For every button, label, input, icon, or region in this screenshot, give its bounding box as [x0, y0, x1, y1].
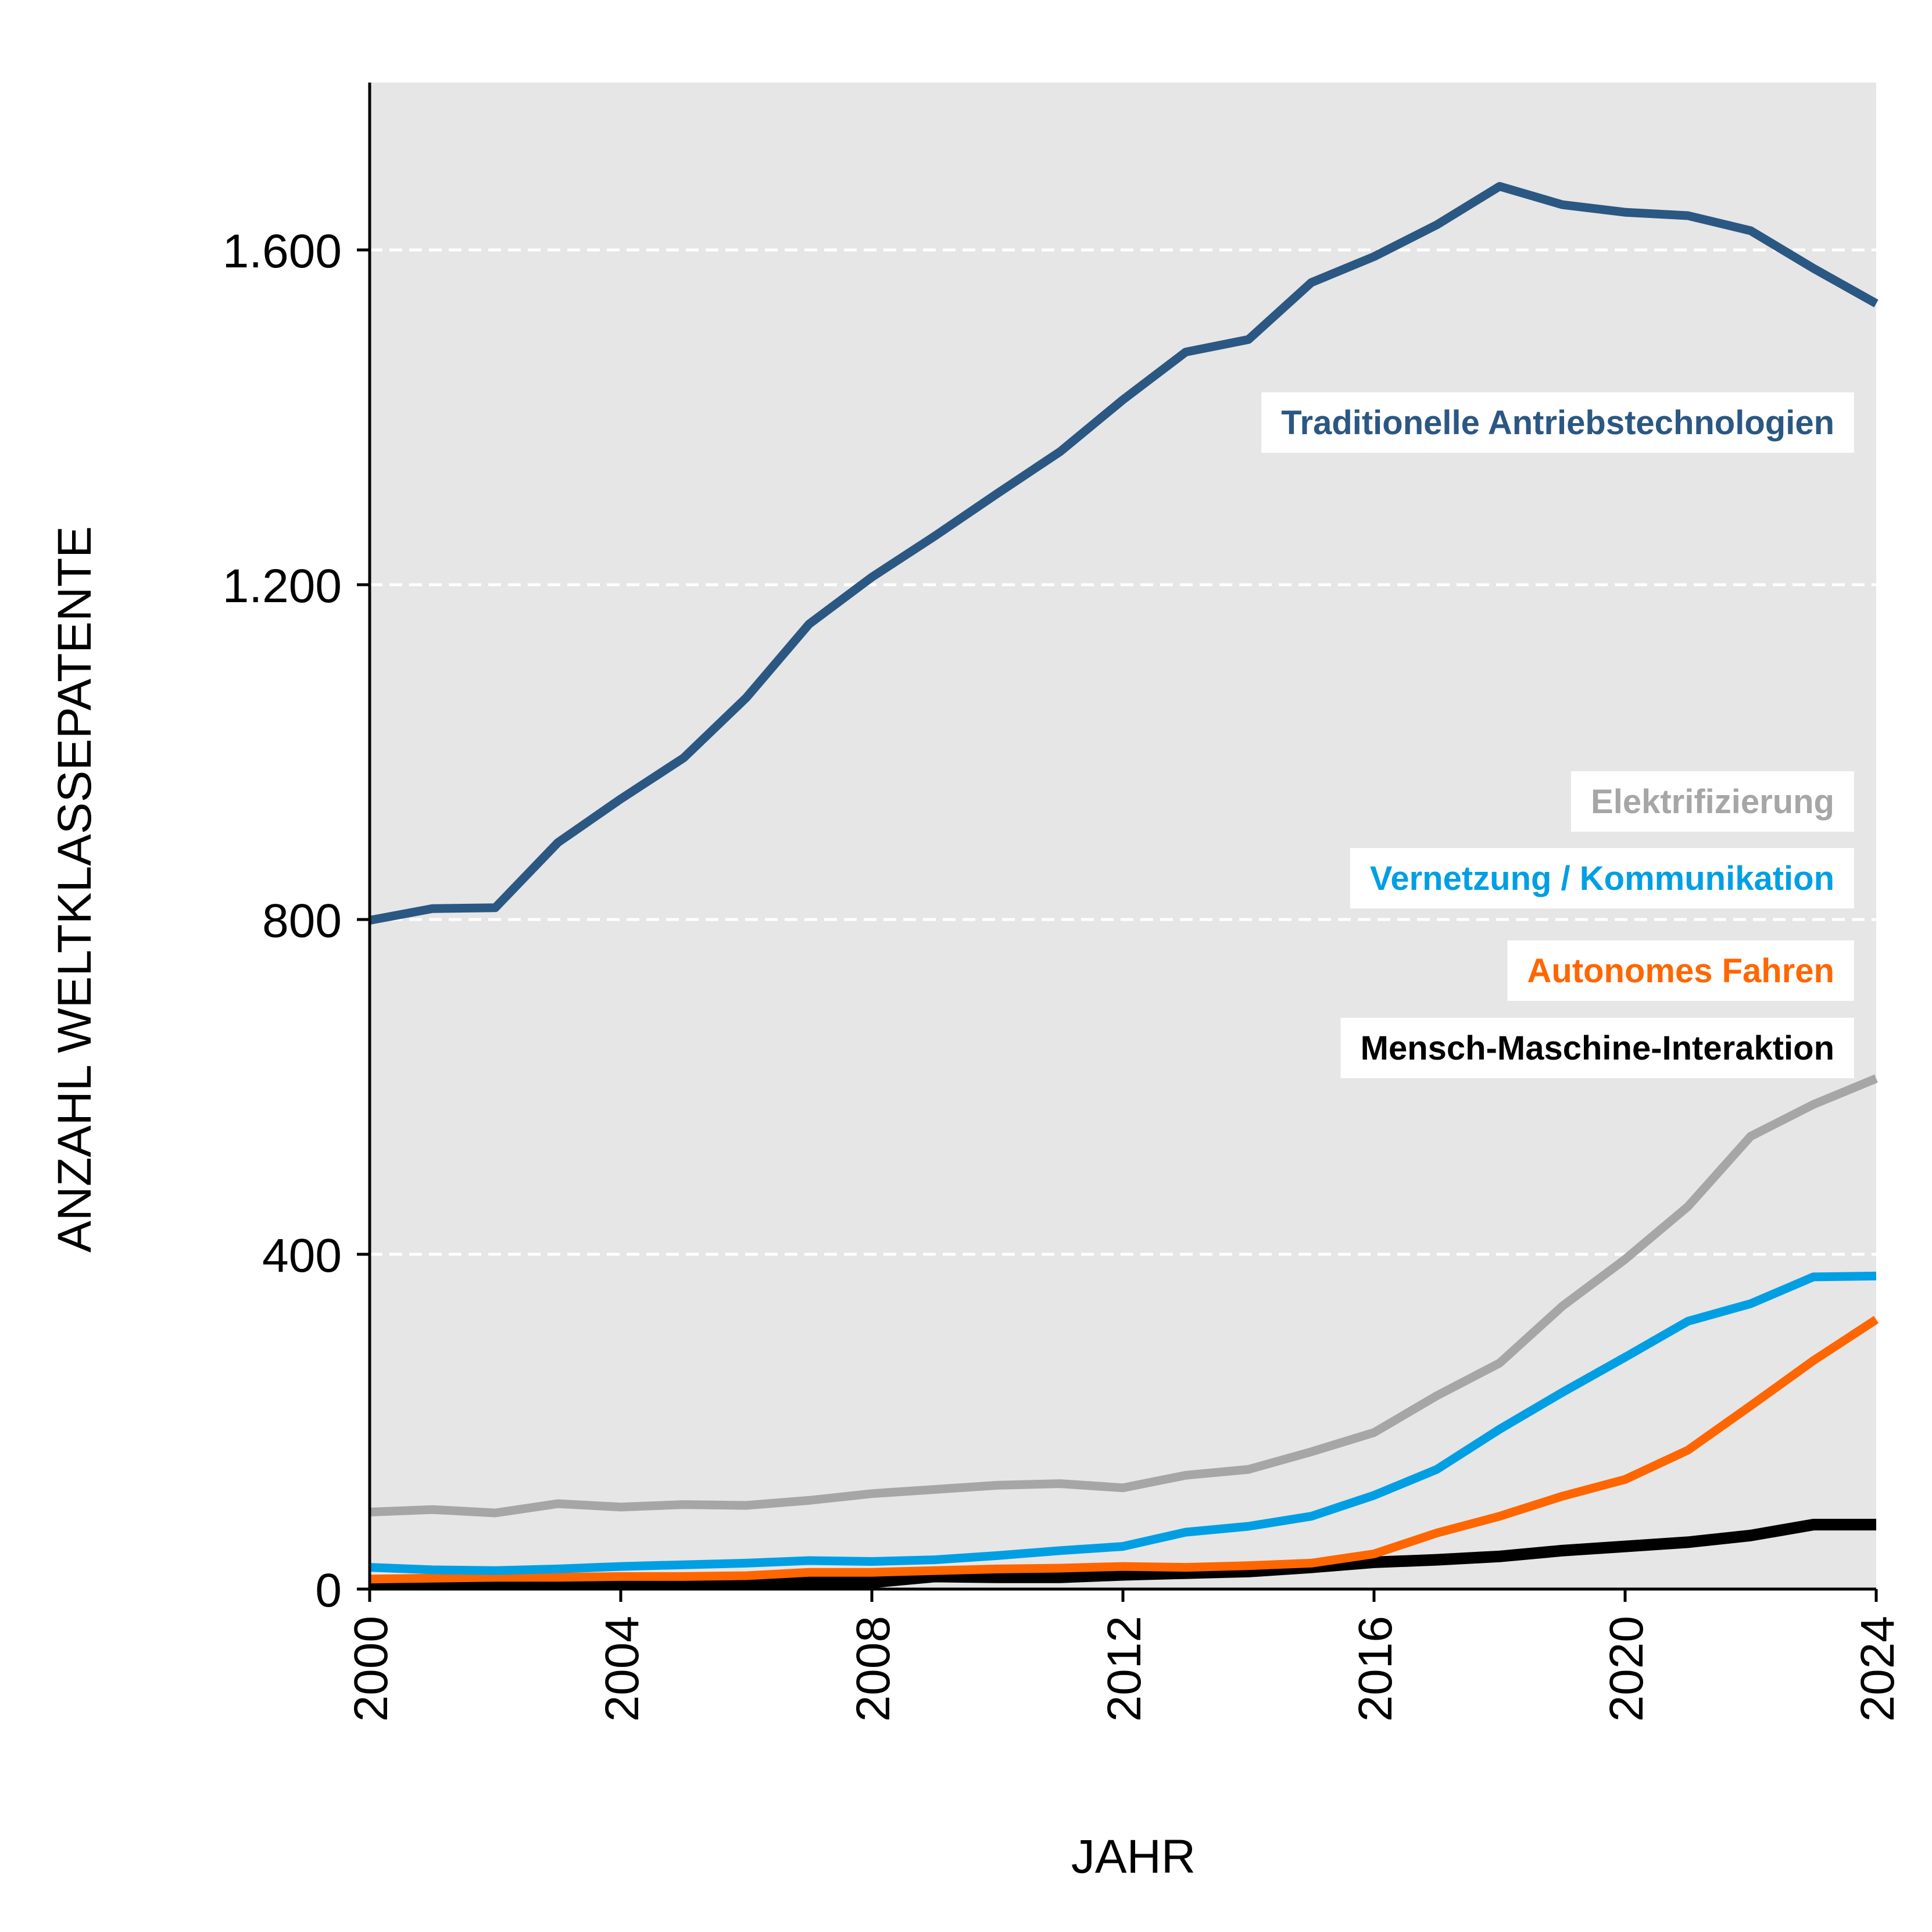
x-tick-label-2024: 2024: [1851, 1616, 1904, 1722]
legend-label-mensch-maschine-interaktion: Mensch-Maschine-Interaktion: [1361, 1029, 1834, 1067]
y-tick-label-800: 800: [262, 895, 342, 947]
legend-label-traditionelle-antriebstechnologien: Traditionelle Antriebstechnologien: [1281, 404, 1834, 442]
x-tick-labels: 2000 2004 2008 2012 2016 2020 2024: [345, 1589, 1904, 1722]
legend-item-elektrifizierung: Elektrifizierung: [1571, 771, 1854, 832]
y-tick-labels: 0 400 800 1.200 1.600: [223, 225, 370, 1617]
legend-label-elektrifizierung: Elektrifizierung: [1591, 783, 1834, 821]
y-tick-label-1200: 1.200: [223, 560, 342, 613]
series-line-mensch-maschine-interaktion: [370, 1519, 1876, 1590]
series-line-autonomes-fahren: [369, 1316, 1879, 1584]
y-tick-label-0: 0: [315, 1564, 342, 1617]
y-tick-label-1600: 1.600: [223, 225, 342, 278]
series-lines: [368, 182, 1879, 1590]
legend-item-autonomes-fahren: Autonomes Fahren: [1507, 940, 1854, 1001]
legend-labels: Traditionelle Antriebstechnologien Elektr…: [1261, 392, 1854, 1078]
x-tick-label-2020: 2020: [1600, 1616, 1653, 1722]
legend-label-background: [1571, 771, 1854, 832]
x-axis-title: JAHR: [1071, 1830, 1196, 1883]
x-tick-label-2012: 2012: [1098, 1616, 1151, 1722]
series-line-vernetzung-kommunikation: [369, 1271, 1877, 1575]
plot-background: [370, 83, 1876, 1589]
series-line-elektrifizierung: [369, 1074, 1878, 1518]
x-tick-label-2008: 2008: [847, 1616, 900, 1722]
x-tick-label-2000: 2000: [345, 1616, 398, 1722]
y-axis-title: ANZAHL WELTKLASSEPATENTE: [48, 526, 101, 1253]
legend-item-traditionelle-antriebstechnologien: Traditionelle Antriebstechnologien: [1261, 392, 1854, 453]
y-tick-label-400: 400: [262, 1229, 342, 1282]
x-tick-label-2016: 2016: [1349, 1616, 1402, 1722]
legend-label-background: [1340, 1018, 1854, 1078]
legend-label-background: [1350, 848, 1854, 908]
legend-label-autonomes-fahren: Autonomes Fahren: [1527, 952, 1835, 990]
x-tick-label-2004: 2004: [596, 1616, 649, 1722]
legend-label-vernetzung-kommunikation: Vernetzung / Kommunikation: [1370, 860, 1834, 897]
legend-item-vernetzung-kommunikation: Vernetzung / Kommunikation: [1350, 848, 1854, 908]
legend-label-background: [1261, 392, 1854, 453]
legend-label-background: [1507, 940, 1854, 1001]
legend-item-mensch-maschine-interaktion: Mensch-Maschine-Interaktion: [1340, 1018, 1854, 1078]
series-line-traditionelle-antriebstechnologien: [368, 182, 1879, 925]
